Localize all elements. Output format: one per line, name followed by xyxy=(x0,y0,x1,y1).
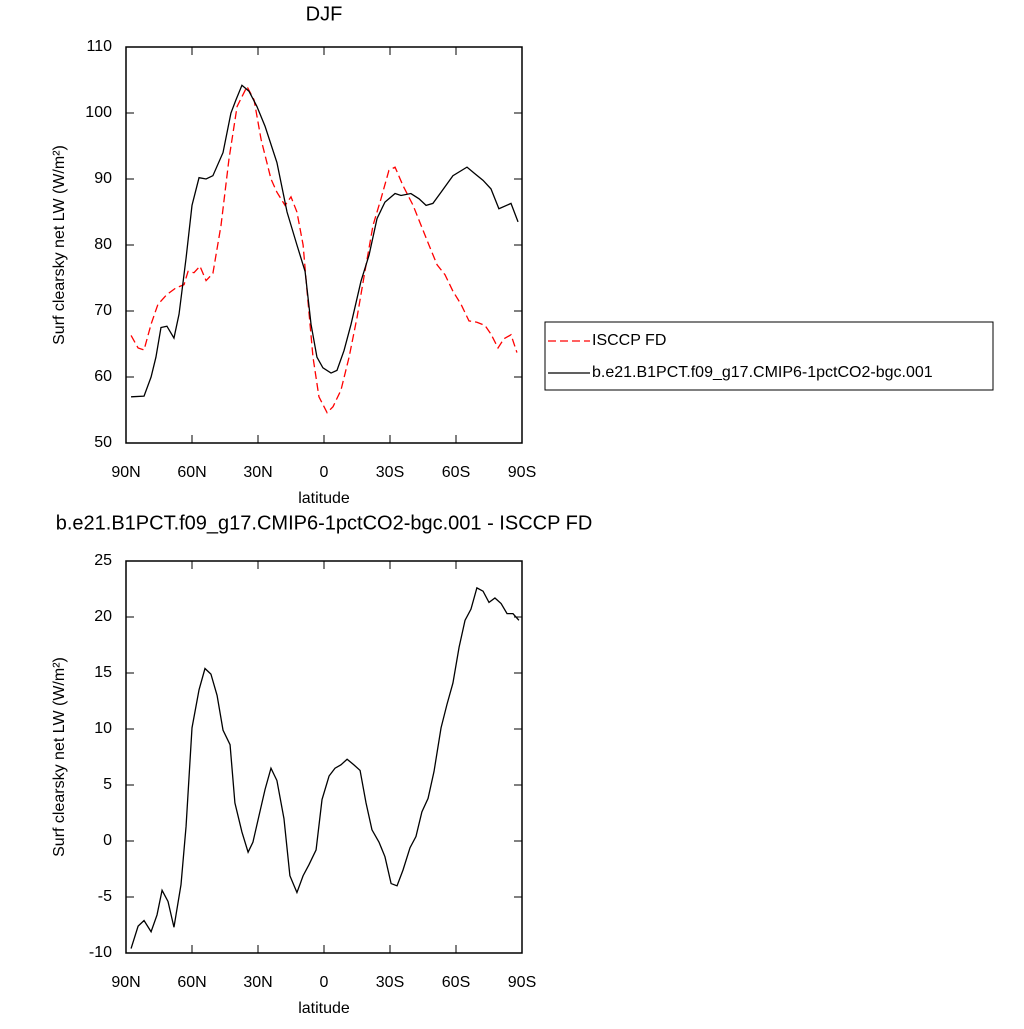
y-axis-label: Surf clearsky net LW (W/m²) xyxy=(51,145,68,345)
data-line xyxy=(130,85,518,414)
legend-box xyxy=(544,321,994,391)
x-tick-label: 0 xyxy=(320,464,329,481)
plot-frame xyxy=(125,560,523,954)
y-tick-label: 10 xyxy=(94,720,112,737)
data-line xyxy=(131,84,519,398)
chart-title: DJF xyxy=(306,3,343,25)
x-tick-label: 30N xyxy=(243,464,272,481)
x-tick-label: 90N xyxy=(111,974,140,991)
y-tick-label: 100 xyxy=(85,104,112,121)
y-tick-label: 110 xyxy=(86,38,112,55)
x-tick-label: 60N xyxy=(177,974,206,991)
y-tick-label: 0 xyxy=(103,832,112,849)
x-tick-label: 90S xyxy=(508,464,536,481)
chart-title: b.e21.B1PCT.f09_g17.CMIP6-1pctCO2-bgc.00… xyxy=(56,512,593,534)
x-tick-label: 90N xyxy=(111,464,140,481)
legend: ISCCP FD b.e21.B1PCT.f09_g17.CMIP6-1pctCO… xyxy=(544,321,994,391)
plot-frame xyxy=(125,46,523,444)
x-axis-label: latitude xyxy=(298,1000,350,1017)
y-tick-label: 5 xyxy=(103,776,112,793)
y-tick-label: 70 xyxy=(94,302,112,319)
y-tick-label: 20 xyxy=(94,608,112,625)
legend-label: ISCCP FD xyxy=(592,332,666,349)
y-tick-label: -10 xyxy=(89,944,112,961)
x-tick-label: 90S xyxy=(508,974,536,991)
y-tick-label: 90 xyxy=(94,170,112,187)
y-tick-label: 15 xyxy=(94,664,112,681)
data-line xyxy=(130,586,520,949)
y-tick-label: -5 xyxy=(98,888,112,905)
x-tick-label: 60S xyxy=(442,974,470,991)
x-tick-label: 30N xyxy=(243,974,272,991)
x-tick-label: 30S xyxy=(376,974,404,991)
y-tick-label: 60 xyxy=(94,368,112,385)
x-tick-label: 0 xyxy=(320,974,329,991)
legend-label: b.e21.B1PCT.f09_g17.CMIP6-1pctCO2-bgc.00… xyxy=(592,364,933,381)
x-tick-label: 30S xyxy=(376,464,404,481)
x-tick-label: 60N xyxy=(177,464,206,481)
x-tick-label: 60S xyxy=(442,464,470,481)
y-axis-label: Surf clearsky net LW (W/m²) xyxy=(51,657,68,857)
y-tick-label: 25 xyxy=(94,552,112,569)
y-tick-label: 80 xyxy=(94,236,112,253)
y-tick-label: 50 xyxy=(94,434,112,451)
x-axis-label: latitude xyxy=(298,490,350,507)
